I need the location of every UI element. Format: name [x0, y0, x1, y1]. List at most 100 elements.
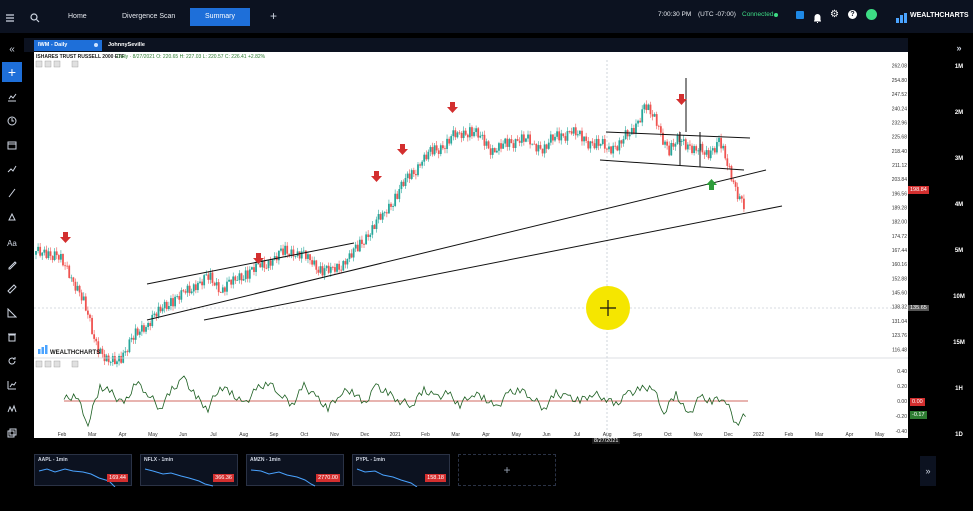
candle-body	[246, 270, 249, 279]
chart-close-icon[interactable]	[53, 60, 61, 68]
help-icon[interactable]: ?	[848, 10, 857, 19]
hamburger-menu-icon[interactable]	[5, 10, 15, 22]
candle-body	[701, 143, 704, 153]
timeframe-4m[interactable]: 4M	[954, 202, 964, 208]
timeframe-15m[interactable]: 15M	[953, 340, 965, 346]
osc-settings-icon[interactable]	[44, 360, 52, 368]
channel-lower-line[interactable]	[203, 205, 783, 321]
text-tool-icon[interactable]: Aa	[7, 239, 17, 248]
mini-chart-amzn[interactable]: AMZN - 1min 2770.00	[246, 454, 344, 487]
timeframe-3m[interactable]: 3M	[954, 156, 964, 162]
nav-summary[interactable]: Summary	[190, 8, 250, 26]
mini-chart-sparkline	[250, 469, 316, 487]
channel-upper-line[interactable]	[146, 169, 767, 321]
candle-body	[165, 301, 168, 310]
x-axis-label: Dec	[360, 432, 369, 438]
chart-type-icon[interactable]	[2, 90, 22, 110]
search-icon[interactable]	[30, 10, 40, 23]
chart-canvas[interactable]: ISHARES TRUST RUSSELL 2000 ETF · Daily ·…	[34, 52, 908, 438]
candle-body	[487, 141, 490, 149]
timeframe-1m[interactable]: 1M	[954, 64, 964, 70]
nav-home[interactable]: Home	[68, 13, 87, 20]
candle-body	[736, 186, 739, 200]
clock-icon[interactable]	[2, 114, 22, 134]
mini-chart-symbol: PYPL - 1min	[356, 457, 386, 463]
candle-body	[732, 180, 735, 183]
tab-johnnyseville[interactable]: JohnnySeville	[108, 42, 145, 48]
pattern-icon[interactable]	[2, 402, 22, 422]
x-axis-label: Jul	[210, 432, 216, 438]
chart-visibility-icon[interactable]	[35, 60, 43, 68]
measure-icon[interactable]	[2, 306, 22, 326]
osc-close-icon[interactable]	[53, 360, 61, 368]
save-icon[interactable]	[796, 11, 804, 19]
mini-chart-pypl[interactable]: PYPL - 1min 158.18	[352, 454, 450, 487]
trash-icon[interactable]	[2, 330, 22, 350]
refresh-icon[interactable]	[2, 354, 22, 374]
main-chart-panel[interactable]: ISHARES TRUST RUSSELL 2000 ETF · Daily ·…	[34, 52, 908, 438]
timeframe-5m[interactable]: 5M	[954, 248, 964, 254]
ruler-icon[interactable]	[2, 282, 22, 302]
candle-body	[259, 263, 262, 268]
trend-line-icon[interactable]	[2, 162, 22, 182]
shape-tool-icon[interactable]	[2, 210, 22, 230]
candle-body	[344, 261, 347, 265]
candle-body	[537, 145, 540, 152]
up-arrow-icon	[706, 179, 717, 190]
pencil-icon[interactable]	[2, 258, 22, 278]
timeframe-10m[interactable]: 10M	[953, 294, 965, 300]
mini-chart-aapl[interactable]: AAPL - 1min 169.44	[34, 454, 132, 487]
candle-body	[618, 140, 621, 151]
osc-expand-icon[interactable]	[71, 360, 79, 368]
x-axis-label: Oct	[664, 432, 672, 438]
bell-icon[interactable]	[813, 10, 822, 28]
layers-icon[interactable]	[2, 426, 22, 446]
add-tab-icon[interactable]: +	[270, 9, 278, 23]
timezone-label[interactable]: (UTC -07:00)	[698, 11, 736, 18]
candle-body	[630, 127, 633, 135]
chart-settings-icon[interactable]	[44, 60, 52, 68]
tab-iwm-daily[interactable]: IWM - Daily	[34, 40, 102, 51]
top-pattern-upper-line[interactable]	[605, 131, 751, 139]
candle-body	[292, 249, 295, 257]
mini-chart-nflx[interactable]: NFLX - 1min 366.36	[140, 454, 238, 487]
candle-body	[709, 150, 712, 159]
collapse-right-icon[interactable]: »	[956, 43, 962, 53]
candle-body	[498, 143, 500, 151]
calendar-icon[interactable]	[2, 138, 22, 158]
candle-body	[398, 189, 401, 199]
price-axis-label: 167.44	[892, 248, 908, 254]
timeframe-1h[interactable]: 1H	[955, 386, 963, 392]
candle-body	[57, 255, 60, 260]
indicator-icon[interactable]	[2, 378, 22, 398]
mini-chart-symbol: AAPL - 1min	[38, 457, 68, 463]
candle-body	[388, 203, 390, 214]
candle-body	[734, 182, 737, 187]
candle-body	[641, 109, 644, 123]
crosshair-tool-icon[interactable]: +	[2, 62, 22, 82]
candle-body	[64, 265, 66, 267]
candle-body	[707, 150, 710, 159]
timeframe-1d[interactable]: 1D	[955, 432, 963, 438]
lightbulb-icon[interactable]	[866, 9, 877, 20]
timeframe-2m[interactable]: 2M	[954, 110, 964, 116]
candle-body	[80, 292, 83, 301]
candle-body	[174, 296, 176, 307]
top-pattern-lower-line[interactable]	[599, 159, 745, 171]
nav-divergence-scan[interactable]: Divergence Scan	[122, 13, 176, 20]
osc-visibility-icon[interactable]	[35, 360, 43, 368]
collapse-left-icon[interactable]: «	[9, 44, 15, 55]
candle-body	[545, 144, 548, 149]
expand-bottom-icon[interactable]: »	[920, 456, 936, 486]
candle-body	[147, 322, 150, 328]
settings-gear-icon[interactable]: ⚙	[830, 9, 839, 20]
candle-body	[277, 250, 280, 261]
candle-body	[128, 339, 131, 353]
channel-upper-left-line[interactable]	[146, 242, 355, 285]
candle-body	[140, 325, 143, 332]
chart-expand-icon[interactable]	[71, 60, 79, 68]
candle-body	[93, 334, 96, 339]
line-tool-icon[interactable]	[2, 186, 22, 206]
add-mini-chart-button[interactable]: +	[458, 454, 556, 486]
down-arrow-icon	[371, 171, 382, 182]
